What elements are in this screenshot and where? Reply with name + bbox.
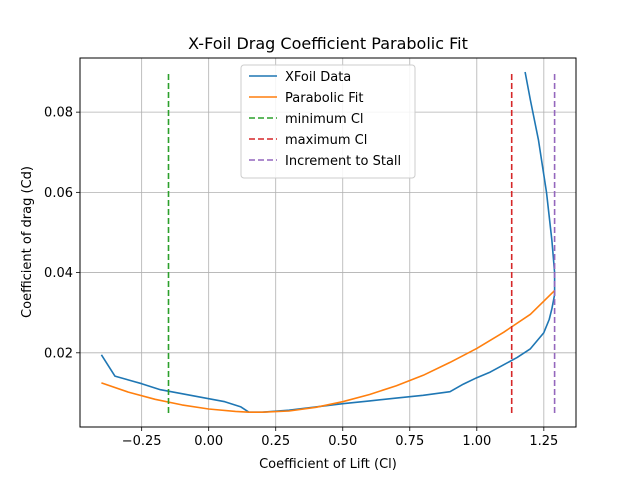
legend-label: Parabolic Fit bbox=[285, 91, 363, 106]
series-layer bbox=[100, 71, 556, 414]
legend: XFoil Data Parabolic Fit minimum Cl maximum… bbox=[240, 64, 416, 179]
legend-label: Increment to Stall bbox=[285, 154, 401, 169]
x-tick-label: 0.25 bbox=[261, 434, 290, 449]
x-tick-label: 1.00 bbox=[462, 434, 491, 449]
x-tick-label: 0.50 bbox=[328, 434, 357, 449]
y-tick-label: 0.02 bbox=[44, 346, 73, 361]
legend-label: XFoil Data bbox=[285, 70, 351, 85]
y-tick-label: 0.08 bbox=[44, 106, 73, 121]
x-tick-label: 0.75 bbox=[395, 434, 424, 449]
legend-box bbox=[240, 64, 416, 179]
y-tick-label: 0.04 bbox=[44, 266, 73, 281]
y-tick-label: 0.06 bbox=[44, 186, 73, 201]
plot-frame bbox=[79, 57, 577, 428]
x-axis-label: Coefficient of Lift (Cl) bbox=[259, 457, 397, 472]
x-tick-label: −0.25 bbox=[122, 434, 162, 449]
ticks: −0.25 0.00 0.25 0.50 0.75 1.00 1.25 0.02 0.04 0.0… bbox=[44, 106, 558, 449]
y-axis-label: Coefficient of drag (Cd) bbox=[20, 166, 35, 318]
x-tick-label: 0.00 bbox=[194, 434, 223, 449]
chart-title: X-Foil Drag Coefficient Parabolic Fit bbox=[188, 34, 468, 53]
series-parabolic-fit-line bbox=[101, 290, 556, 414]
series-xfoil-data-line bbox=[100, 71, 556, 414]
x-tick-label: 1.25 bbox=[529, 434, 558, 449]
legend-label: maximum Cl bbox=[285, 133, 367, 148]
legend-label: minimum Cl bbox=[285, 112, 364, 127]
